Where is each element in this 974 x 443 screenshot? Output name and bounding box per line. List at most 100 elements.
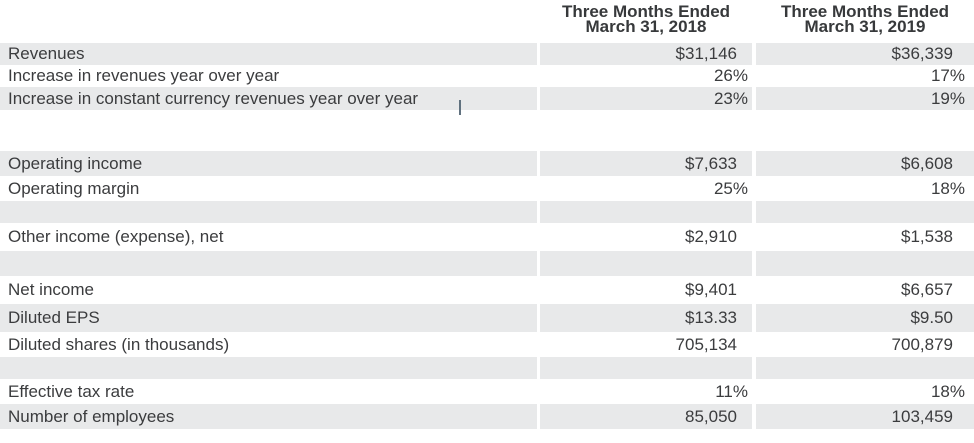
value-2018 xyxy=(540,201,752,223)
value-2018: $9,401 xyxy=(685,280,737,299)
value-2018: $7,633 xyxy=(540,151,752,176)
value-2019 xyxy=(756,357,974,379)
row-label xyxy=(0,357,537,379)
table-row xyxy=(0,357,974,379)
column-separator xyxy=(537,201,540,223)
table-row xyxy=(0,201,974,223)
value-2018 xyxy=(540,110,752,151)
value-2018: 26% xyxy=(713,66,748,85)
table-row: Increase in revenues year over year 26% 17… xyxy=(0,65,974,87)
column-separator xyxy=(752,251,756,276)
value-2019: $36,339 xyxy=(756,43,974,65)
value-2018: $2,910 xyxy=(685,227,737,246)
column-header-2019-line1: Three Months Ended xyxy=(780,2,950,21)
row-label xyxy=(0,110,537,151)
value-2019: 19% xyxy=(756,87,974,110)
column-separator xyxy=(752,201,756,223)
column-separator xyxy=(752,379,756,404)
column-separator xyxy=(537,223,540,251)
column-separator xyxy=(752,357,756,379)
value-2018: 23% xyxy=(540,87,752,110)
row-label xyxy=(0,201,537,223)
column-separator xyxy=(752,332,756,357)
column-separator xyxy=(537,379,540,404)
column-separator xyxy=(537,110,540,151)
column-separator xyxy=(537,251,540,276)
table-row: Increase in constant currency revenues y… xyxy=(0,87,974,110)
column-separator xyxy=(752,65,756,87)
table-row: Effective tax rate 11% 18% xyxy=(0,379,974,404)
column-separator xyxy=(537,332,540,357)
table-row: Diluted EPS $13.33 $9.50 xyxy=(0,304,974,332)
column-separator xyxy=(537,304,540,332)
column-separator xyxy=(537,357,540,379)
table-row xyxy=(0,251,974,276)
value-2019: $6,657 xyxy=(901,280,953,299)
value-2018 xyxy=(540,251,752,276)
column-separator xyxy=(537,43,540,65)
value-2018: $31,146 xyxy=(540,43,752,65)
column-separator xyxy=(752,43,756,65)
column-separator xyxy=(752,223,756,251)
column-separator xyxy=(752,176,756,201)
value-2019: 17% xyxy=(930,66,965,85)
table-row: Diluted shares (in thousands) 705,134 700,… xyxy=(0,332,974,357)
value-2018: 11% xyxy=(715,381,748,401)
column-separator xyxy=(537,176,540,201)
row-label: Other income (expense), net xyxy=(8,227,224,246)
value-2019: 18% xyxy=(930,178,965,198)
row-label: Diluted shares (in thousands) xyxy=(8,334,230,354)
column-header-2019: Three Months Ended March 31, 2019 xyxy=(756,0,974,43)
row-label: Diluted EPS xyxy=(0,304,537,332)
row-label: Number of employees xyxy=(0,404,537,429)
row-label: Increase in revenues year over year xyxy=(8,66,280,85)
value-2019: 700,879 xyxy=(891,334,953,354)
table-row: Net income $9,401 $6,657 xyxy=(0,276,974,304)
value-2019 xyxy=(756,251,974,276)
row-label xyxy=(0,251,537,276)
value-2019 xyxy=(756,201,974,223)
column-separator xyxy=(752,87,756,110)
column-separator xyxy=(537,87,540,110)
value-2018: $13.33 xyxy=(540,304,752,332)
column-separator xyxy=(752,404,756,429)
table-header-row: Three Months Ended March 31, 2018 Three … xyxy=(0,0,974,43)
table-body: Revenues $31,146 $36,339 Increase in revenu… xyxy=(0,43,974,429)
table-row: Revenues $31,146 $36,339 xyxy=(0,43,974,65)
value-2019: $6,608 xyxy=(756,151,974,176)
column-separator xyxy=(752,304,756,332)
value-2019: 18% xyxy=(930,381,965,401)
table-row: Other income (expense), net $2,910 $1,538 xyxy=(0,223,974,251)
table-row: Number of employees 85,050 103,459 xyxy=(0,404,974,429)
value-2019: 103,459 xyxy=(756,404,974,429)
column-header-2018-line2: March 31, 2018 xyxy=(585,17,707,36)
value-2019 xyxy=(756,110,974,151)
column-header-2019-line2: March 31, 2019 xyxy=(804,17,926,36)
header-spacer xyxy=(0,0,537,43)
row-label: Revenues xyxy=(0,43,537,65)
table-row: Operating income $7,633 $6,608 xyxy=(0,151,974,176)
column-separator xyxy=(537,404,540,429)
row-label: Operating income xyxy=(0,151,537,176)
table-row: Operating margin 25% 18% xyxy=(0,176,974,201)
value-2019: $1,538 xyxy=(901,227,953,246)
value-2018: 85,050 xyxy=(540,404,752,429)
column-header-2018-line1: Three Months Ended xyxy=(561,2,731,21)
column-separator xyxy=(537,65,540,87)
value-2018 xyxy=(540,357,752,379)
column-separator xyxy=(752,276,756,304)
row-label: Increase in constant currency revenues y… xyxy=(0,87,537,110)
row-label: Operating margin xyxy=(8,178,140,198)
value-2018: 25% xyxy=(713,178,748,198)
row-label: Net income xyxy=(8,280,94,299)
table-row xyxy=(0,110,974,151)
value-2019: $9.50 xyxy=(756,304,974,332)
column-separator xyxy=(752,110,756,151)
column-header-2018: Three Months Ended March 31, 2018 xyxy=(540,0,752,43)
column-separator xyxy=(537,276,540,304)
value-2018: 705,134 xyxy=(675,334,737,354)
text-cursor-artifact xyxy=(459,100,461,115)
column-separator xyxy=(537,151,540,176)
column-separator xyxy=(752,151,756,176)
